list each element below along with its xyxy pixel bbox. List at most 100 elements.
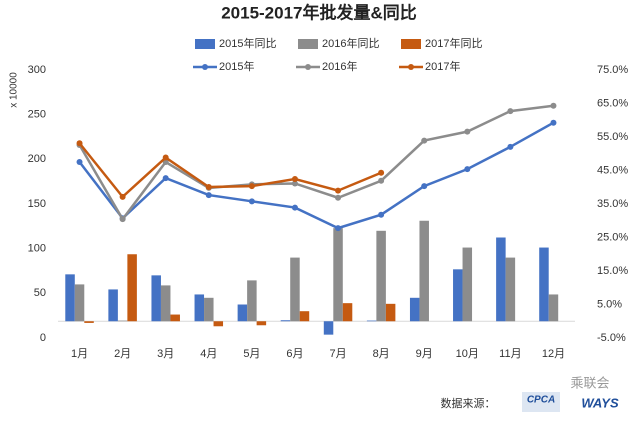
x-tick-label: 1月 (71, 348, 88, 360)
point (248, 198, 255, 205)
legend-label: 2016年同比 (322, 36, 379, 50)
y-tick-label: 50 (34, 287, 46, 299)
point (205, 184, 212, 191)
bar (342, 303, 353, 322)
bar (505, 257, 516, 322)
line (78, 142, 382, 199)
bar (151, 275, 161, 322)
legend-label: 2016年 (322, 59, 357, 73)
point (119, 193, 126, 200)
y2-tick-label: 55.0% (597, 131, 628, 143)
point (162, 154, 169, 161)
legend-swatch (401, 39, 421, 49)
bar (333, 228, 343, 322)
y2-tick-label: 15.0% (597, 265, 628, 277)
bar (117, 320, 128, 322)
point (378, 211, 385, 218)
point (291, 175, 298, 182)
point (291, 180, 298, 187)
legend-label: 2015年同比 (219, 36, 276, 50)
bar (194, 294, 205, 322)
y2-tick-label: -5.0% (597, 332, 626, 344)
x-tick-label: 6月 (286, 348, 303, 360)
line (78, 121, 555, 230)
y2-tick-label: 45.0% (597, 164, 628, 176)
bar (84, 321, 94, 323)
bar (385, 303, 396, 322)
line (78, 104, 554, 222)
point (76, 159, 83, 166)
legend-label: 2017年同比 (425, 36, 482, 50)
x-tick-label: 2月 (114, 348, 131, 360)
point (291, 204, 298, 211)
bar (323, 321, 334, 335)
legend-label: 2015年 (219, 59, 254, 73)
bar (204, 297, 214, 322)
legend-swatch (195, 39, 215, 49)
bar (108, 289, 118, 322)
x-tick-label: 7月 (329, 348, 346, 360)
point (378, 177, 385, 184)
legend-swatch (305, 64, 311, 70)
point (335, 225, 342, 232)
bar (376, 230, 386, 322)
y-axis-label: x 10000 (9, 72, 20, 108)
y-tick-label: 300 (28, 64, 46, 76)
bar (213, 321, 224, 327)
point (162, 175, 169, 182)
point (76, 140, 83, 147)
x-tick-label: 8月 (373, 348, 390, 360)
x-tick-label: 10月 (456, 348, 479, 360)
point (550, 119, 557, 126)
point (421, 183, 428, 190)
bar (419, 220, 429, 322)
y2-tick-label: 25.0% (597, 231, 628, 243)
y2-tick-label: 75.0% (597, 64, 628, 76)
point (507, 108, 514, 115)
bar (160, 285, 171, 322)
logo: CPCA (527, 395, 555, 406)
bar (290, 257, 300, 322)
bar (247, 280, 257, 322)
y-tick-label: 250 (28, 109, 46, 121)
x-tick-label: 3月 (157, 348, 174, 360)
bar (539, 247, 549, 322)
point (335, 187, 342, 194)
bar (127, 254, 137, 322)
bar (496, 237, 506, 322)
bar (299, 311, 310, 322)
bar (65, 274, 75, 322)
point (507, 143, 514, 150)
point (378, 169, 385, 176)
bar (453, 269, 463, 322)
point (248, 183, 255, 190)
bar (256, 321, 267, 326)
bar (237, 304, 248, 322)
bar (74, 284, 85, 322)
x-tick-label: 12月 (542, 348, 565, 360)
x-tick-label: 11月 (499, 348, 521, 360)
y2-tick-label: 35.0% (597, 198, 628, 210)
legend-swatch (202, 64, 208, 70)
x-tick-label: 9月 (416, 348, 433, 360)
x-tick-label: 5月 (243, 348, 260, 360)
logo-box (522, 392, 560, 412)
y2-tick-label: 65.0% (597, 97, 628, 109)
watermark: 乘联会 (570, 375, 609, 390)
point (550, 102, 557, 109)
y-tick-label: 200 (28, 153, 46, 165)
bar (280, 320, 291, 322)
bar (366, 320, 377, 322)
chart-title: 2015-2017年批发量&同比 (221, 2, 417, 22)
point (205, 192, 212, 199)
point (119, 216, 126, 223)
y-tick-label: 100 (28, 243, 46, 255)
point (464, 166, 471, 173)
x-tick-label: 4月 (200, 348, 217, 360)
legend-label: 2017年 (425, 59, 460, 73)
legend-swatch (298, 39, 318, 49)
bar (409, 297, 420, 322)
point (335, 194, 342, 201)
point (464, 128, 471, 135)
